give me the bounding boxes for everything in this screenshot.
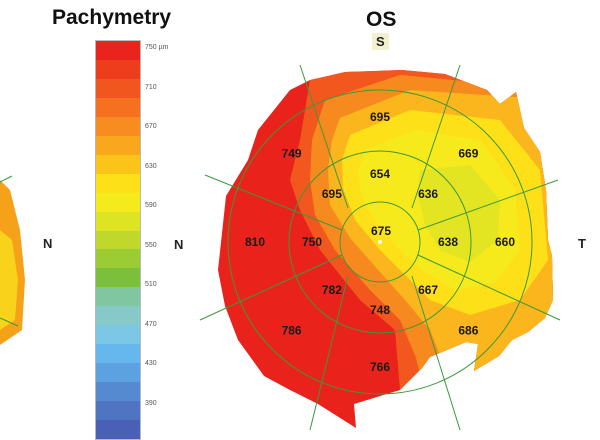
scale-tick-label: 750 µm	[145, 44, 169, 51]
inner-sector-value: 782	[322, 283, 342, 297]
scale-swatch	[96, 78, 140, 99]
outer-sector-value: 786	[282, 323, 302, 337]
scale-tick-label: 430	[145, 360, 157, 367]
scale-title: Pachymetry	[52, 6, 172, 29]
inner-sector-value: 748	[370, 303, 390, 317]
inner-sector-value: 667	[418, 283, 438, 297]
outer-sector-value: 660	[495, 235, 515, 249]
scale-swatch	[96, 401, 140, 421]
outer-sector-value: 669	[458, 147, 478, 161]
scale-tick-label: 670	[145, 123, 157, 130]
nasal-label: N	[174, 237, 184, 252]
scale-tick-label: 550	[145, 241, 157, 249]
scale-swatch	[96, 41, 140, 61]
scale-swatch	[96, 306, 140, 326]
inner-sector-value: 636	[418, 187, 438, 201]
inner-sector-value: 638	[438, 235, 458, 249]
scale-tick-label: 590	[145, 202, 157, 209]
scale-tick-label: 470	[145, 320, 157, 328]
scale-swatch	[96, 382, 140, 402]
scale-swatch	[96, 135, 140, 156]
left-map-nasal-label: N	[43, 236, 53, 251]
scale-tick-label: 510	[145, 281, 157, 288]
scale-swatch	[96, 268, 140, 288]
inner-sector-value: 654	[370, 167, 390, 181]
scale-swatch	[96, 230, 140, 250]
scale-swatch	[96, 116, 140, 137]
scale-swatch	[96, 59, 140, 80]
center-value: 675	[371, 224, 391, 238]
scale-swatch	[96, 325, 140, 345]
outer-sector-value: 766	[370, 360, 390, 374]
scale-tick-label: 630	[145, 162, 157, 170]
scale-swatch	[96, 97, 140, 118]
outer-sector-value: 749	[282, 147, 302, 161]
inner-sector-value: 695	[322, 187, 342, 201]
eye-title: OS	[366, 8, 397, 31]
scale-swatch	[96, 154, 140, 175]
outer-sector-value: 686	[458, 323, 478, 337]
superior-label: S	[372, 33, 389, 50]
inner-sector-value: 750	[302, 235, 322, 249]
scale-swatch	[96, 249, 140, 269]
scale-swatch	[96, 420, 140, 440]
outer-sector-value: 810	[245, 235, 265, 249]
scale-swatch	[96, 344, 140, 364]
scale-swatch	[96, 173, 140, 194]
scale-tick-label: 390	[145, 399, 157, 407]
outer-sector-value: 695	[370, 110, 390, 124]
scale-swatch	[96, 192, 140, 213]
pachymetry-color-scale	[95, 40, 141, 440]
temporal-label: T	[578, 236, 586, 251]
scale-swatch	[96, 211, 140, 231]
scale-tick-label: 710	[145, 83, 157, 91]
superior-label-text: S	[372, 33, 389, 50]
scale-swatch	[96, 287, 140, 307]
scale-swatch	[96, 363, 140, 383]
